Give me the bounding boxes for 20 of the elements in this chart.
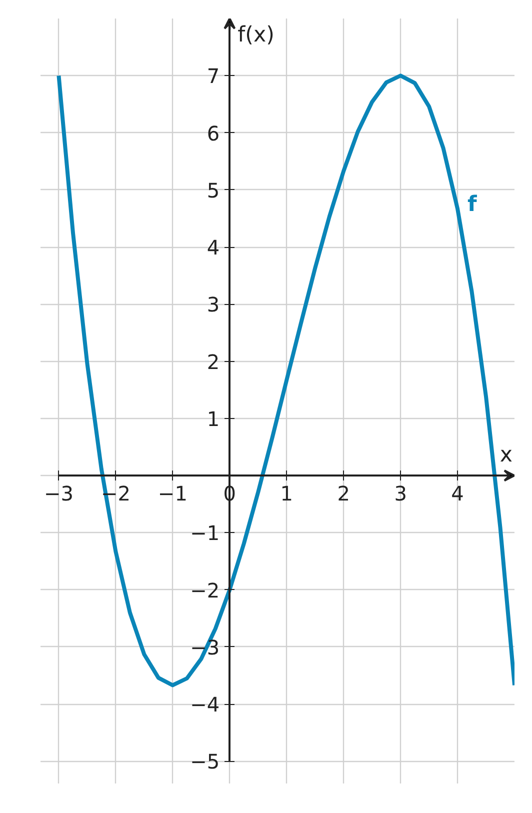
x-tick-label: 4	[451, 482, 464, 506]
series-label: f	[468, 192, 478, 217]
y-axis-title: f(x)	[238, 22, 274, 48]
y-tick-label: −1	[190, 521, 220, 546]
y-tick-label: 3	[206, 292, 220, 317]
y-tick-label: 5	[206, 178, 220, 202]
x-tick-label: 3	[394, 482, 407, 506]
x-axis-title: x	[500, 442, 513, 468]
x-tick-label: −3	[44, 482, 74, 506]
y-tick-label: −2	[190, 578, 220, 602]
y-tick-label: 4	[206, 236, 220, 260]
y-tick-label: 1	[206, 406, 220, 431]
y-tick-label: −4	[190, 692, 220, 717]
x-tick-label: −1	[158, 482, 188, 506]
y-tick-label: 6	[206, 121, 220, 146]
y-tick-label: 7	[206, 64, 220, 88]
y-tick-label: 2	[206, 350, 220, 374]
x-tick-label: 1	[280, 482, 293, 506]
y-tick-label: −5	[190, 750, 220, 774]
x-tick-label: 2	[337, 482, 350, 506]
